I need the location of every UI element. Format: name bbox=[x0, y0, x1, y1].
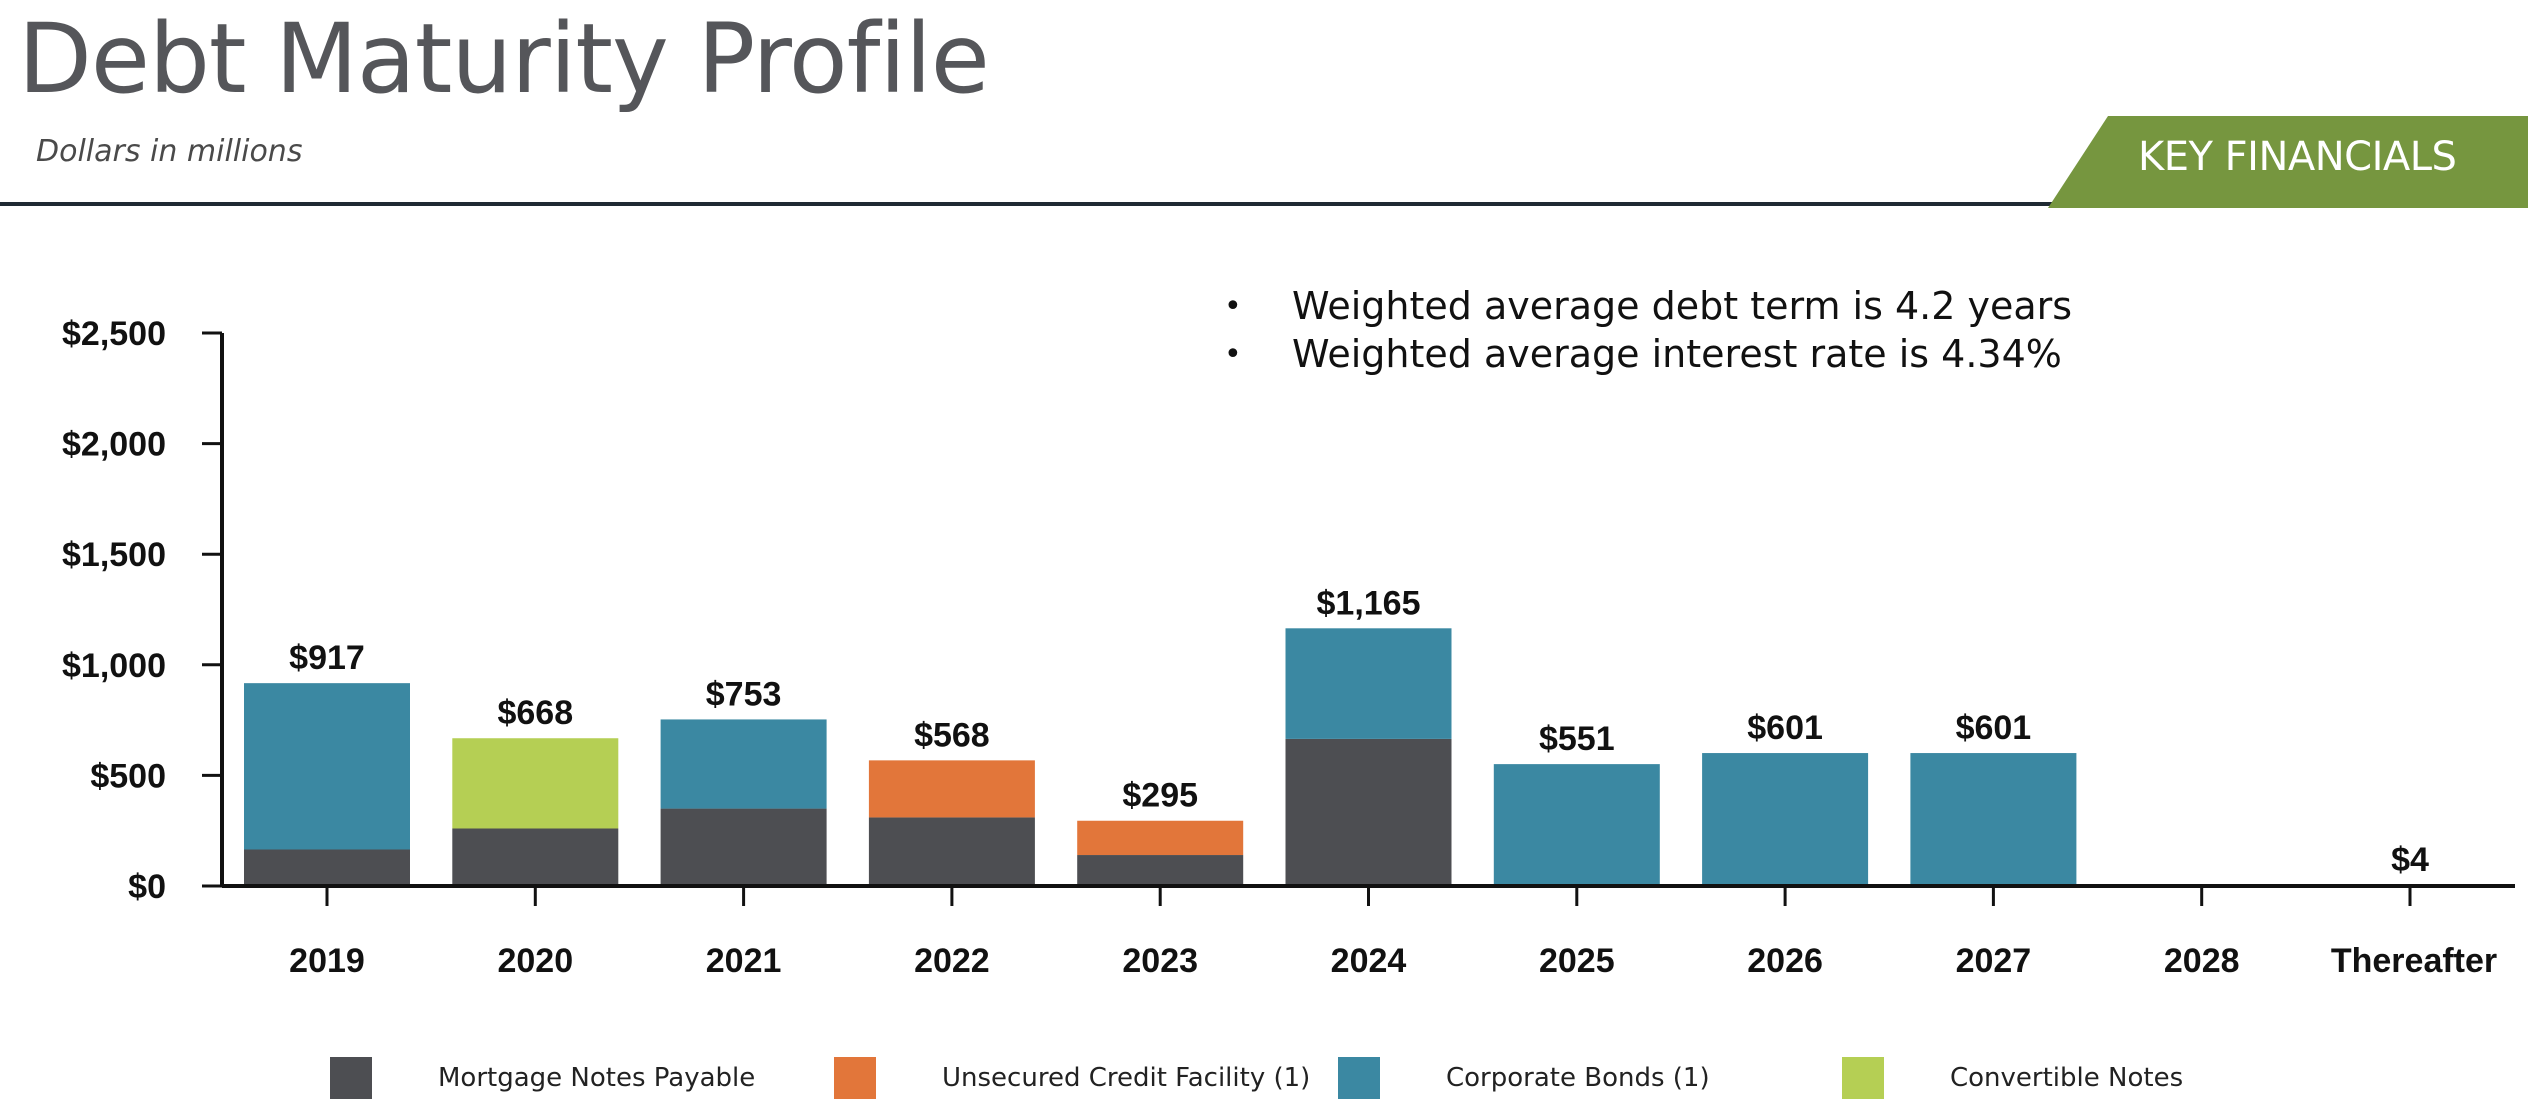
x-tick-label: 2022 bbox=[914, 942, 990, 980]
legend-label: Corporate Bonds (1) bbox=[1446, 1063, 1710, 1093]
note-item: • Weighted average interest rate is 4.34… bbox=[1220, 330, 2072, 378]
x-tick-label: 2021 bbox=[706, 942, 782, 980]
key-financials-badge bbox=[2048, 116, 2528, 208]
note-text: Weighted average interest rate is 4.34% bbox=[1292, 332, 2062, 376]
bar-segment bbox=[1077, 820, 1244, 856]
note-text: Weighted average debt term is 4.2 years bbox=[1292, 284, 2073, 328]
bullet-icon: • bbox=[1224, 288, 1242, 324]
bar-segment bbox=[452, 738, 619, 829]
bar-total-label: $295 bbox=[1122, 777, 1198, 815]
bar-total-label: $1,165 bbox=[1317, 584, 1421, 622]
bar-segment bbox=[1285, 628, 1452, 739]
bar-total-label: $668 bbox=[497, 694, 573, 732]
y-tick-label: $0 bbox=[128, 868, 166, 906]
bar-segment bbox=[868, 817, 1035, 886]
y-tick-label: $500 bbox=[90, 757, 166, 795]
bar-segment bbox=[868, 760, 1035, 818]
legend-item-convertible: Convertible Notes bbox=[1842, 1056, 2183, 1100]
x-tick-label: 2027 bbox=[1956, 942, 2032, 980]
legend-swatch bbox=[834, 1057, 876, 1099]
x-tick-label: 2023 bbox=[1122, 942, 1198, 980]
bar-total-label: $601 bbox=[1956, 709, 2032, 747]
y-tick-label: $2,000 bbox=[62, 426, 166, 464]
legend-label: Convertible Notes bbox=[1950, 1063, 2184, 1093]
legend-swatch bbox=[1338, 1057, 1380, 1099]
debt-maturity-chart: $0 $500 $1,000 $1,500 $2,000 $2,500 $917 2019 $6… bbox=[62, 315, 2515, 980]
y-tick-label: $1,000 bbox=[62, 647, 166, 685]
x-tick-label: 2025 bbox=[1539, 942, 1615, 980]
legend-item-mortgage: Mortgage Notes Payable bbox=[330, 1056, 755, 1100]
x-tick-label: 2026 bbox=[1747, 942, 1823, 980]
bar-total-label: $753 bbox=[706, 675, 782, 713]
note-item: • Weighted average debt term is 4.2 year… bbox=[1220, 282, 2072, 330]
x-tick-label: 2020 bbox=[497, 942, 573, 980]
bar-segment bbox=[660, 719, 827, 809]
header-divider bbox=[0, 202, 2060, 206]
legend-swatch bbox=[330, 1057, 372, 1099]
bar-segment bbox=[1702, 753, 1869, 886]
legend-item-corporate: Corporate Bonds (1) bbox=[1338, 1056, 1710, 1100]
bar-segment bbox=[1910, 753, 2077, 886]
bar-total-label: $568 bbox=[914, 716, 990, 754]
notes-list: • Weighted average debt term is 4.2 year… bbox=[1220, 282, 2072, 378]
y-tick-label: $2,500 bbox=[62, 315, 166, 353]
page-title: Debt Maturity Profile bbox=[18, 3, 990, 115]
bar-total-label: $601 bbox=[1747, 709, 1823, 747]
bullet-icon: • bbox=[1224, 336, 1242, 372]
legend-swatch bbox=[1842, 1057, 1884, 1099]
bar-segment bbox=[660, 808, 827, 886]
y-tick-label: $1,500 bbox=[62, 536, 166, 574]
key-financials-label: KEY FINANCIALS bbox=[2138, 134, 2457, 180]
x-tick-label: Thereafter bbox=[2331, 942, 2497, 980]
bar-segment bbox=[1077, 855, 1244, 886]
x-tick-label: 2019 bbox=[289, 942, 365, 980]
bar-segment bbox=[244, 849, 410, 886]
bar-segment bbox=[452, 828, 619, 886]
chart-legend: Mortgage Notes Payable Unsecured Credit … bbox=[0, 1056, 2528, 1100]
legend-item-unsecured: Unsecured Credit Facility (1) bbox=[834, 1056, 1310, 1100]
x-tick-label: 2028 bbox=[2164, 942, 2240, 980]
bar-total-label: $917 bbox=[289, 639, 365, 677]
page-subtitle: Dollars in millions bbox=[36, 134, 303, 169]
bar-segment bbox=[244, 683, 410, 850]
legend-label: Unsecured Credit Facility (1) bbox=[942, 1063, 1311, 1093]
bar-total-label: $4 bbox=[2391, 841, 2429, 879]
legend-label: Mortgage Notes Payable bbox=[438, 1063, 756, 1093]
bar-segment bbox=[1285, 738, 1452, 886]
bar-segment bbox=[1493, 764, 1660, 886]
x-tick-label: 2024 bbox=[1331, 942, 1407, 980]
bar-total-label: $551 bbox=[1539, 720, 1615, 758]
